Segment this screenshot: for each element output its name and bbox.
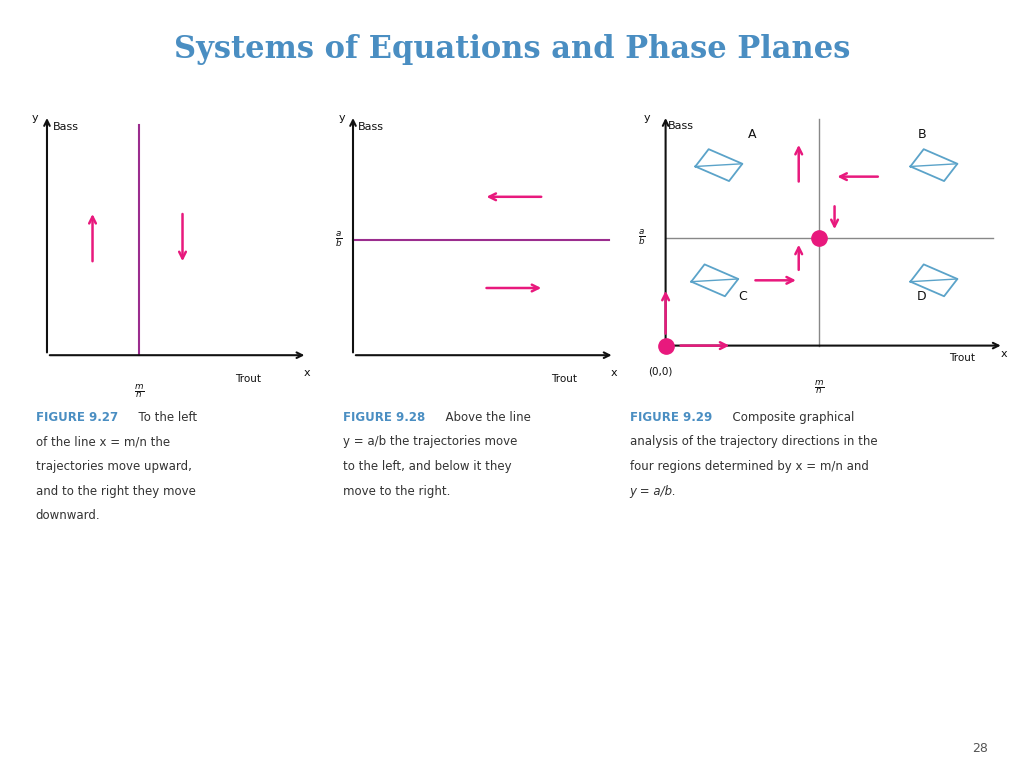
Text: FIGURE 9.29: FIGURE 9.29 (630, 411, 712, 424)
Text: C: C (738, 290, 746, 303)
Text: analysis of the trajectory directions in the: analysis of the trajectory directions in… (630, 435, 878, 449)
Text: Trout: Trout (949, 353, 976, 363)
Text: Bass: Bass (668, 121, 693, 131)
Text: downward.: downward. (36, 509, 100, 522)
Text: to the left, and below it they: to the left, and below it they (343, 460, 512, 473)
Text: $\frac{m}{n}$: $\frac{m}{n}$ (814, 378, 824, 396)
Text: (0,0): (0,0) (648, 367, 673, 377)
Text: four regions determined by x = m/n and: four regions determined by x = m/n and (630, 460, 868, 473)
Text: $\frac{m}{n}$: $\frac{m}{n}$ (134, 382, 144, 400)
Text: 28: 28 (972, 743, 988, 755)
Text: x: x (611, 369, 617, 379)
Text: x: x (304, 369, 310, 379)
Text: FIGURE 9.27: FIGURE 9.27 (36, 411, 118, 424)
Text: Systems of Equations and Phase Planes: Systems of Equations and Phase Planes (174, 35, 850, 65)
Text: move to the right.: move to the right. (343, 485, 451, 498)
Text: of the line x = m/n the: of the line x = m/n the (36, 435, 170, 449)
Text: Trout: Trout (234, 374, 260, 384)
Text: y = a/b.: y = a/b. (630, 485, 677, 498)
Text: D: D (916, 290, 927, 303)
Text: A: A (749, 128, 757, 141)
Text: Bass: Bass (52, 121, 79, 131)
Text: y: y (644, 113, 650, 123)
Text: FIGURE 9.28: FIGURE 9.28 (343, 411, 425, 424)
Text: To the left: To the left (131, 411, 198, 424)
Text: Composite graphical: Composite graphical (725, 411, 854, 424)
Text: B: B (918, 128, 926, 141)
Text: Above the line: Above the line (438, 411, 531, 424)
Text: Trout: Trout (551, 374, 578, 384)
Text: trajectories move upward,: trajectories move upward, (36, 460, 191, 473)
Text: $\frac{a}{b}$: $\frac{a}{b}$ (336, 230, 343, 250)
Text: $\frac{a}{b}$: $\frac{a}{b}$ (638, 228, 645, 248)
Text: Bass: Bass (358, 121, 384, 131)
Text: and to the right they move: and to the right they move (36, 485, 196, 498)
Text: y: y (338, 113, 345, 123)
Text: y: y (32, 113, 38, 123)
Text: x: x (1000, 349, 1007, 359)
Text: y = a/b the trajectories move: y = a/b the trajectories move (343, 435, 517, 449)
